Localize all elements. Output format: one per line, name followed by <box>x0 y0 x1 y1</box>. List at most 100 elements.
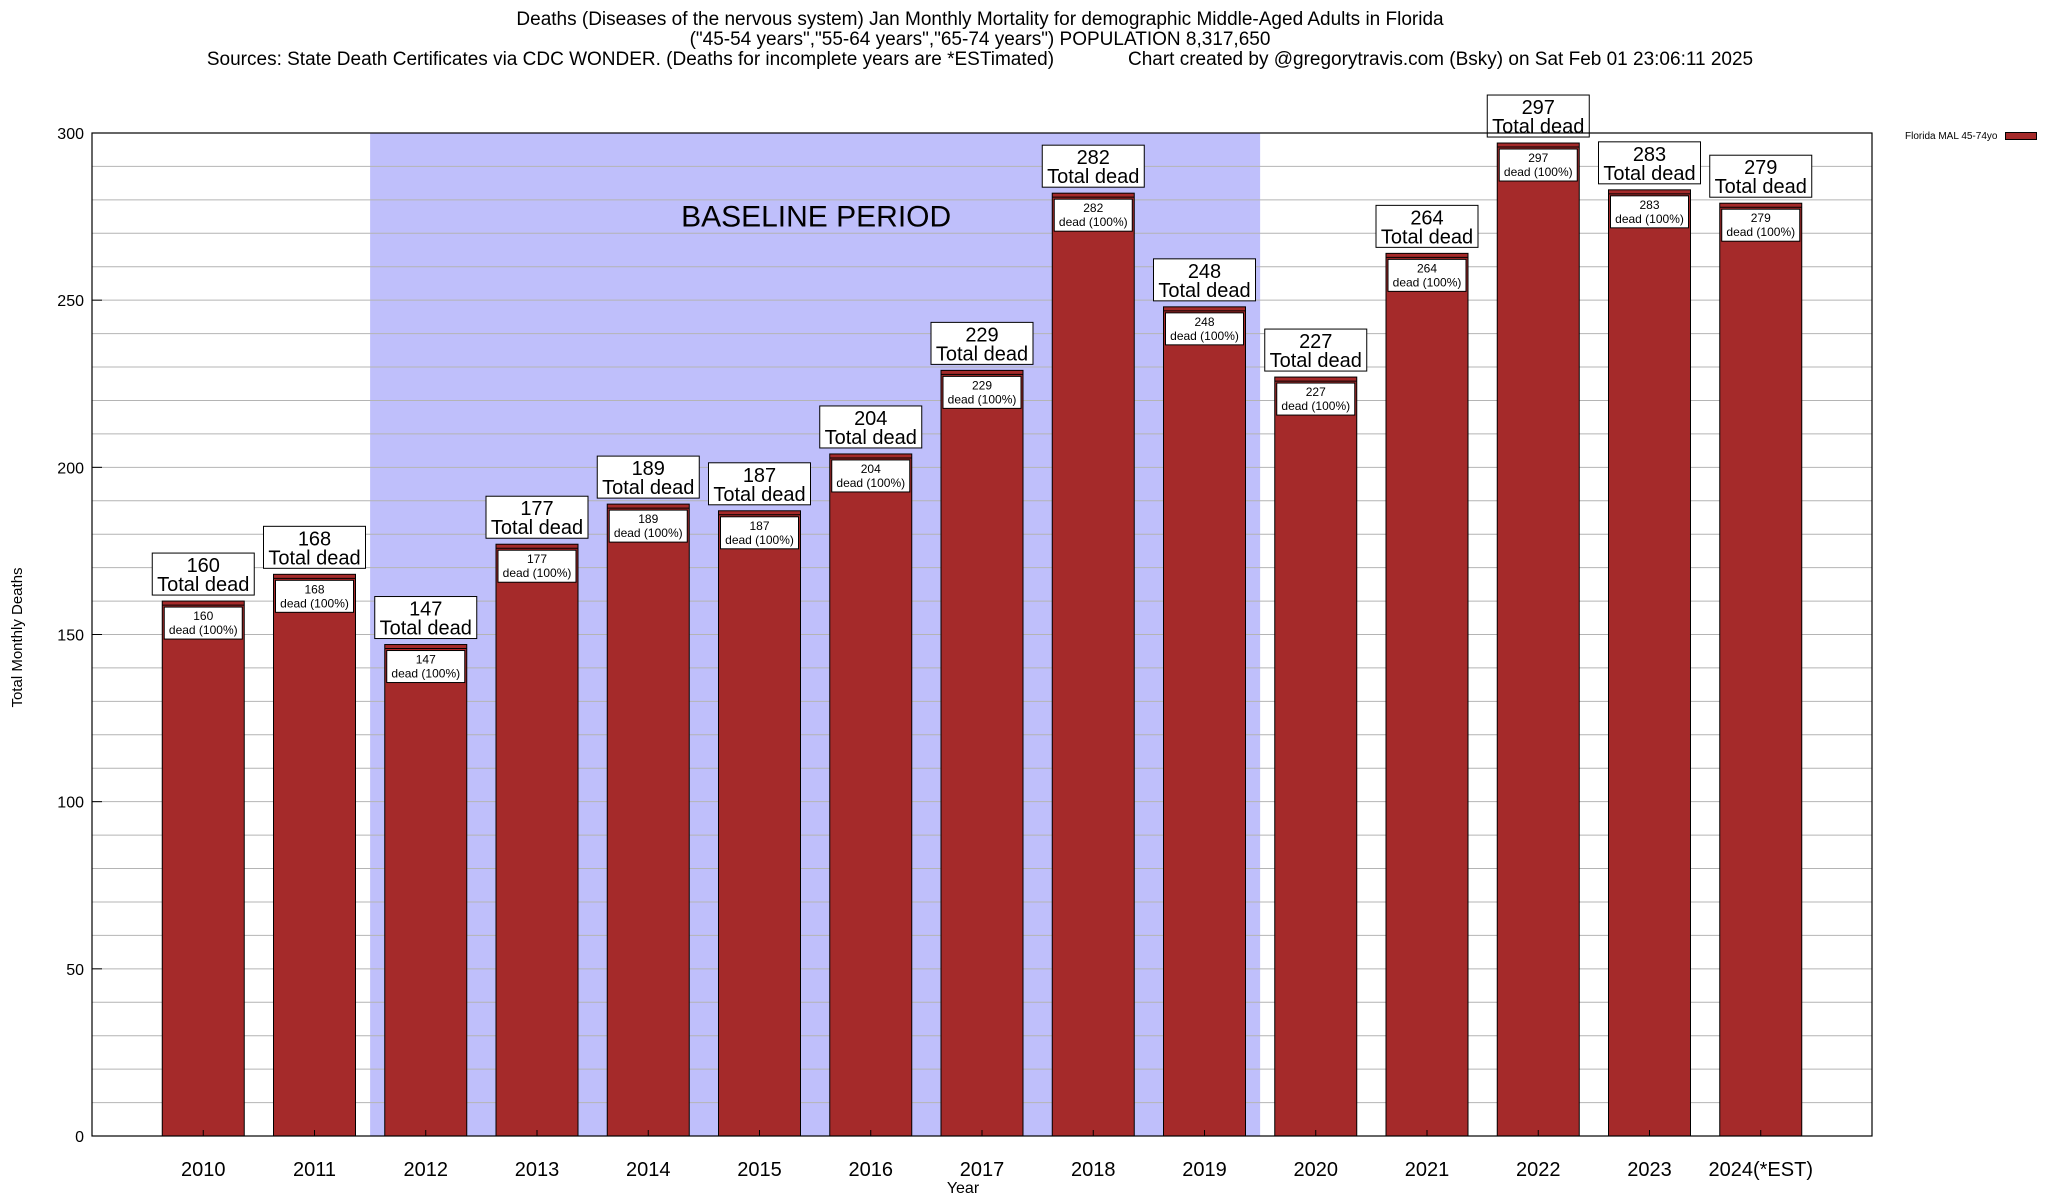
total-label-text: Total dead <box>1047 166 1139 188</box>
inner-label-value: 282 <box>1083 201 1103 215</box>
x-tick-label: 2021 <box>1405 1159 1450 1181</box>
total-label-box <box>1486 94 1590 138</box>
inner-label-value: 168 <box>304 582 324 596</box>
total-label-value: 147 <box>409 599 442 621</box>
inner-label-text: dead (100%) <box>169 623 238 637</box>
y-tick-label: 300 <box>57 126 84 143</box>
inner-label-value: 160 <box>193 609 213 623</box>
inner-label-box <box>720 516 799 550</box>
sources-text: Sources: State Death Certificates via CD… <box>206 49 1055 70</box>
total-label-text: Total dead <box>602 477 694 499</box>
inner-label-box <box>497 549 577 583</box>
x-tick-label: 2019 <box>1182 1159 1227 1181</box>
inner-label-text: dead (100%) <box>1059 215 1128 229</box>
x-tick-label: 2013 <box>515 1159 560 1181</box>
x-tick-label: 2018 <box>1071 1159 1116 1181</box>
total-label-text: Total dead <box>1270 350 1362 372</box>
inner-label-text: dead (100%) <box>1615 212 1684 226</box>
total-label-value: 297 <box>1522 97 1555 119</box>
total-label-text: Total dead <box>1381 226 1473 248</box>
total-label-text: Total dead <box>1715 176 1807 198</box>
total-label-text: Total dead <box>713 484 805 506</box>
inner-label-value: 248 <box>1194 315 1214 329</box>
bar-2023 <box>1608 189 1691 1137</box>
bar-2015 <box>718 510 801 1137</box>
y-tick-label: 0 <box>75 1129 84 1146</box>
x-tick-label: 2011 <box>293 1159 336 1181</box>
total-label-box <box>1264 328 1368 372</box>
total-label-text: Total dead <box>157 574 249 596</box>
inner-label-box <box>831 459 911 493</box>
legend: Florida MAL 45-74yo <box>1905 131 2038 142</box>
bar-2016 <box>829 453 913 1137</box>
y-axis-label: Total Monthly Deaths <box>9 567 26 707</box>
total-label-box <box>1153 258 1256 302</box>
inner-label-text: dead (100%) <box>1170 329 1239 343</box>
bar-2014 <box>606 503 690 1137</box>
inner-label-value: 187 <box>749 519 769 533</box>
legend-swatch <box>2005 132 2038 141</box>
inner-label-value: 189 <box>638 512 658 526</box>
x-tick-label: 2022 <box>1516 1159 1561 1181</box>
inner-label-box <box>1276 382 1356 416</box>
y-tick-label: 250 <box>57 293 84 310</box>
x-tick-label: 2010 <box>181 1159 226 1181</box>
inner-label-text: dead (100%) <box>836 476 905 490</box>
inner-label-text: dead (100%) <box>280 596 349 610</box>
total-label-box <box>1598 141 1701 185</box>
total-label-text: Total dead <box>936 343 1028 365</box>
y-tick-label: 100 <box>57 795 84 812</box>
inner-label-text: dead (100%) <box>1726 225 1795 239</box>
total-label-value: 248 <box>1188 261 1221 283</box>
inner-label-value: 147 <box>416 653 436 667</box>
total-label-box <box>374 596 478 640</box>
x-tick-label: 2012 <box>404 1159 449 1181</box>
inner-label-value: 297 <box>1528 151 1548 165</box>
inner-label-box <box>1053 198 1133 232</box>
total-label-value: 229 <box>965 324 998 346</box>
total-label-text: Total dead <box>380 618 472 640</box>
bar-2022 <box>1496 142 1580 1137</box>
x-tick-label: 2016 <box>849 1159 894 1181</box>
total-label-text: Total dead <box>825 427 917 449</box>
inner-label-value: 227 <box>1306 385 1326 399</box>
y-tick-label: 200 <box>57 460 84 477</box>
inner-label-text: dead (100%) <box>614 526 683 540</box>
x-tick-label: 2023 <box>1627 1159 1672 1181</box>
inner-label-text: dead (100%) <box>391 667 460 681</box>
inner-label-value: 264 <box>1417 261 1437 275</box>
x-axis-label: Year <box>947 1180 980 1197</box>
bar-2024(*EST) <box>1719 202 1803 1137</box>
total-label-box <box>819 405 923 449</box>
x-tick-label: 2024(*EST) <box>1709 1159 1814 1181</box>
chart-subtitle: ("45-54 years","55-64 years","65-74 year… <box>689 29 1271 50</box>
total-label-box <box>1375 204 1479 248</box>
inner-label-text: dead (100%) <box>1393 275 1462 289</box>
total-label-value: 283 <box>1633 144 1666 166</box>
bar-2017 <box>940 369 1024 1137</box>
legend-label: Florida MAL 45-74yo <box>1905 131 1998 142</box>
total-label-text: Total dead <box>268 547 360 569</box>
inner-label-value: 204 <box>861 462 881 476</box>
inner-label-box <box>386 650 466 684</box>
total-label-value: 168 <box>298 528 331 550</box>
x-tick-label: 2014 <box>626 1159 671 1181</box>
inner-label-box <box>942 375 1022 409</box>
total-label-text: Total dead <box>1603 163 1695 185</box>
baseline-label: BASELINE PERIOD <box>681 201 951 234</box>
chart-titles: Deaths (Diseases of the nervous system) … <box>0 10 1960 70</box>
total-label-text: Total dead <box>1492 116 1584 138</box>
total-label-value: 227 <box>1299 331 1332 353</box>
total-label-box <box>1709 154 1813 198</box>
bar-2010 <box>161 600 245 1137</box>
bar-2020 <box>1274 376 1358 1137</box>
total-label-value: 282 <box>1077 147 1110 169</box>
chart-title: Deaths (Diseases of the nervous system) … <box>516 9 1444 30</box>
inner-label-value: 177 <box>527 552 547 566</box>
total-label-value: 279 <box>1744 157 1777 179</box>
total-label-box <box>263 525 366 569</box>
inner-label-box <box>163 606 243 640</box>
y-tick-label: 150 <box>57 628 84 645</box>
inner-label-text: dead (100%) <box>503 566 572 580</box>
